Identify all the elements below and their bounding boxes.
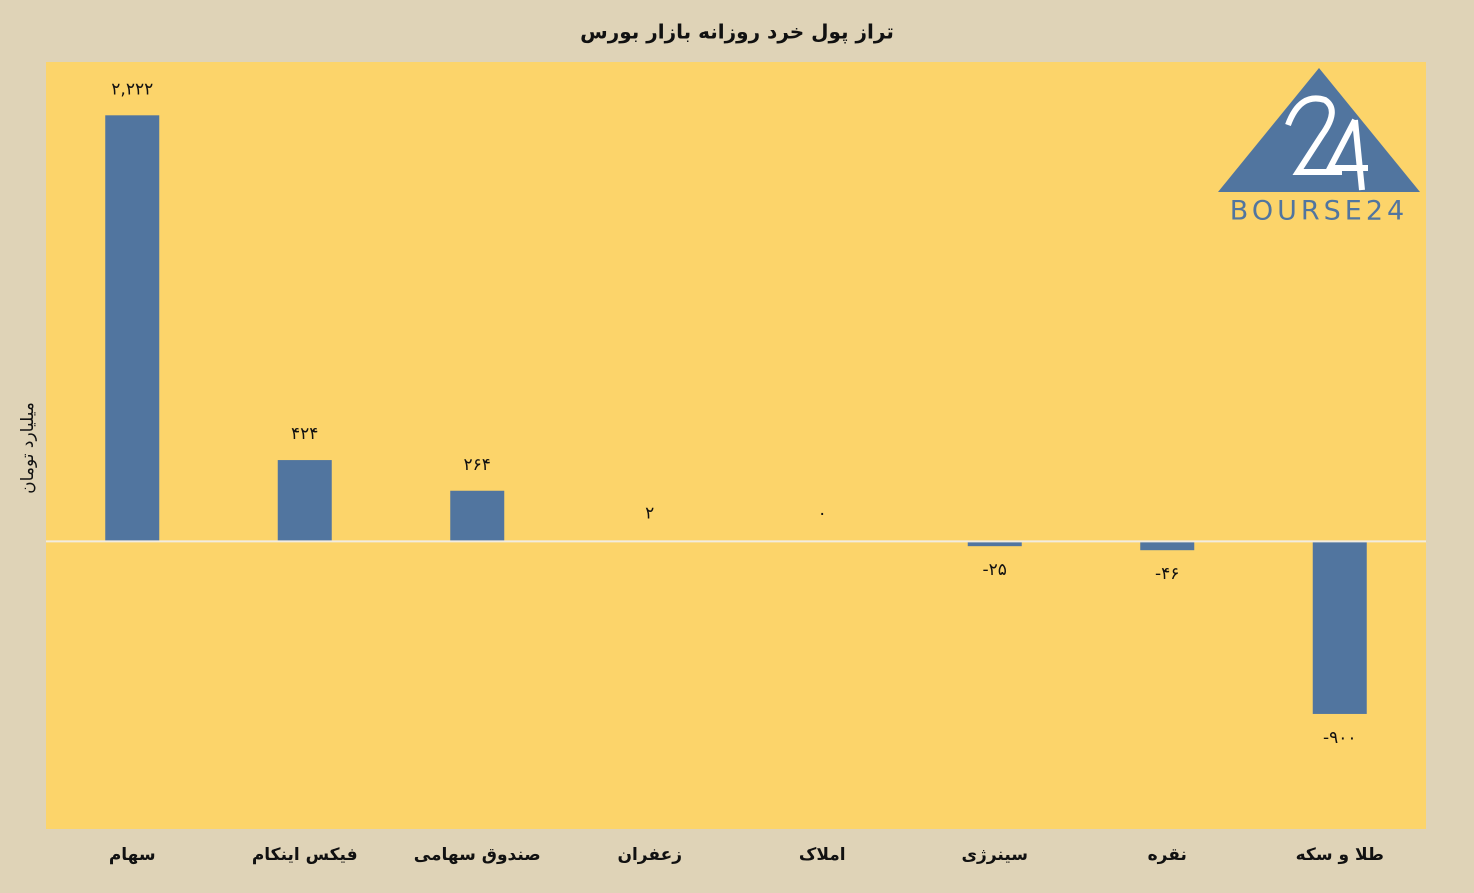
x-tick-label: صندوق سهامی	[414, 845, 541, 865]
bar	[450, 490, 505, 542]
x-tick-label: نقره	[1148, 845, 1187, 865]
logo-four	[1325, 118, 1368, 191]
logo-two	[1285, 95, 1342, 175]
value-label: -۹۰۰	[1323, 728, 1357, 748]
logo: BOURSE24	[1218, 68, 1420, 227]
bar	[1312, 541, 1367, 714]
logo-text: BOURSE24	[1230, 196, 1408, 227]
value-label: ۴۲۴	[291, 424, 318, 444]
value-label: ۲۶۴	[464, 455, 491, 475]
value-label: ۲	[645, 503, 654, 523]
x-tick-label: فیکس اینکام	[252, 845, 358, 865]
value-label: -۴۶	[1155, 564, 1179, 584]
bar	[967, 541, 1022, 547]
logo-triangle	[1218, 68, 1420, 192]
value-label: ۲,۲۲۲	[111, 79, 153, 99]
plot-area	[46, 62, 1426, 829]
x-tick-label: سینرژی	[961, 845, 1028, 865]
x-tick-label: املاک	[799, 845, 846, 865]
value-label: ۰	[818, 503, 827, 523]
bar	[105, 115, 160, 542]
x-tick-label: سهام	[109, 845, 156, 865]
x-tick-label: زعفران	[617, 845, 682, 865]
chart-title: تراز پول خرد روزانه بازار بورس	[580, 20, 894, 45]
bar	[1140, 541, 1195, 551]
value-label: -۲۵	[983, 560, 1007, 580]
x-tick-label: طلا و سکه	[1296, 845, 1384, 865]
bar	[277, 460, 332, 542]
y-axis-label: میلیارد تومان	[18, 402, 38, 494]
